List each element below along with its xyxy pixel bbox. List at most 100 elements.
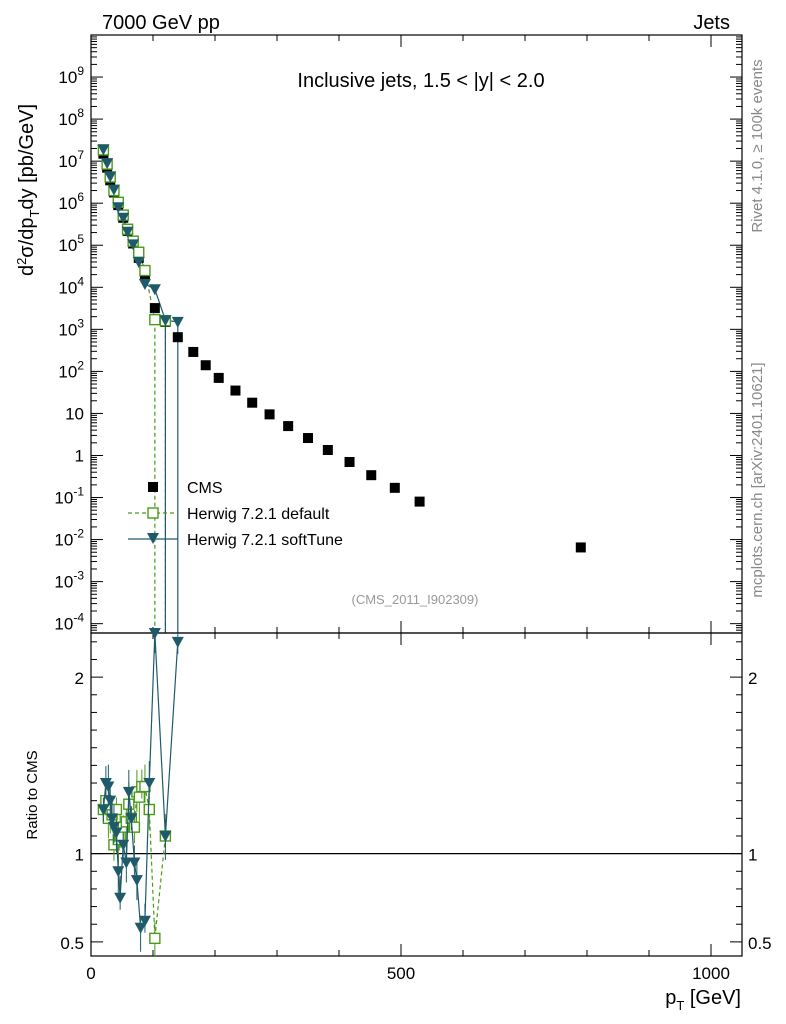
legend: CMS Herwig 7.2.1 default Herwig 7.2.1 so… [128,480,343,549]
main-y-tick-label: 108 [58,106,84,129]
ratio-point-s1-8 [114,892,127,904]
main-y-tick-label: 1 [75,446,84,465]
ratio-data-marks [97,628,184,956]
main-point-s2-11 [159,315,172,327]
main-point-s0-25 [414,496,425,507]
main-x-ticks [90,35,712,633]
main-point-s0-23 [366,470,377,481]
ratio-point-s1-16 [138,915,151,927]
main-panel: 10-4 10-3 10-2 10-1 1 10 102 103 104 105 106 107 108… [14,34,743,634]
legend-cms-label: CMS [187,480,223,497]
main-y-tick-label: 109 [58,64,84,87]
ratio-point-s1-14 [130,875,143,887]
main-point-s0-20 [303,433,313,444]
ratio-point-s1-11 [122,786,135,798]
ratio-point-s1-10 [120,857,133,869]
ratio-point-s1-0 [97,804,110,816]
ratio-y-tick-label-right: 2 [748,669,757,688]
main-point-s0-12 [172,332,183,343]
main-point-s2-3 [107,184,120,196]
legend-cms-marker [148,482,158,492]
main-y-ticks: 10-4 10-3 10-2 10-1 1 10 102 103 104 105 106 107 108… [54,34,742,634]
main-point-s2-6 [121,226,134,238]
ratio-point-s1-19 [159,830,172,842]
ratio-x-ticks: 0 500 1000 [86,633,730,983]
ratio-point-s1-3 [104,795,117,807]
main-y-tick-label: 10-2 [54,527,84,550]
mcplots-label: mcplots.cern.ch [arXiv:2401.10621] [749,362,766,597]
ratio-point-s1-20 [171,636,184,648]
ratio-point-s1-12 [125,813,138,825]
legend-entry-herwig-default: Herwig 7.2.1 default [128,506,330,523]
ratio-y-tick-label: 2 [75,669,84,688]
ratio-point-s0-18 [143,803,155,816]
main-point-s0-17 [247,397,258,408]
ratio-panel-frame [90,632,743,957]
header-category-label: Jets [693,12,730,34]
main-y-tick-label: 105 [58,232,84,255]
main-point-s2-7 [127,239,140,251]
ratio-y-ticks: 0.5 0.5 1 1 2 2 [60,641,772,953]
main-point-s0-15 [213,372,224,383]
ratio-point-s1-15 [134,922,147,934]
ratio-point-s1-9 [117,839,130,851]
ratio-point-s1-18 [148,628,161,639]
main-y-tick-label: 107 [58,148,84,171]
main-point-s2-10 [148,284,161,296]
main-point-s1-8 [133,246,145,258]
main-point-s2-4 [112,202,125,214]
ratio-point-s0-19 [149,932,161,945]
main-point-s0-19 [283,421,294,432]
main-y-tick-label: 102 [58,358,84,381]
ratio-point-s1-7 [112,866,125,878]
ratio-point-s0-13 [128,821,141,833]
main-point-s2-8 [132,256,145,268]
main-point-s2-5 [117,212,130,224]
ratio-point-s0-15 [133,791,146,803]
main-y-tick-label: 10-3 [54,569,84,592]
legend-default-label: Herwig 7.2.1 default [187,506,330,523]
ratio-y-tick-label: 1 [75,846,84,865]
header-beam-label: 7000 GeV pp [102,12,220,34]
x-axis-label: pT [GeV] [665,987,741,1013]
main-point-s2-9 [138,278,151,290]
main-y-tick-label: 10 [65,404,84,423]
main-point-s0-26 [575,542,586,553]
legend-softtune-marker [147,533,159,544]
x-tick-label: 0 [86,964,95,983]
analysis-label: (CMS_2011_I902309) [352,592,479,607]
x-tick-label: 1000 [692,964,730,983]
main-point-s1-10 [149,313,161,326]
main-y-tick-label: 103 [58,316,84,339]
main-point-s2-12 [171,316,184,328]
main-point-s2-1 [101,158,114,170]
plot-title: Inclusive jets, 1.5 < |y| < 2.0 [297,70,544,92]
main-point-s0-22 [344,456,355,467]
main-point-s0-24 [389,482,400,493]
main-point-s0-10 [149,303,160,314]
ratio-point-s1-2 [102,781,115,793]
ratio-y-tick-label-right: 0.5 [748,934,772,953]
ratio-y-tick-label: 0.5 [60,934,84,953]
legend-softtune-label: Herwig 7.2.1 softTune [187,532,343,549]
main-point-s0-16 [230,385,241,396]
main-point-s1-9 [139,264,151,277]
main-y-tick-label: 10-1 [54,485,84,508]
main-y-tick-label: 10-4 [54,611,84,634]
ratio-point-s0-6 [110,803,123,816]
main-y-axis-label: d2σ/dpTdy [pb/GeV] [14,104,42,276]
ratio-y-tick-label-right: 1 [748,846,757,865]
x-tick-label: 500 [387,964,415,983]
ratio-point-s1-17 [143,778,156,790]
ratio-point-s1-6 [110,827,123,839]
main-data-marks [97,144,586,633]
main-point-s0-14 [200,360,211,371]
ratio-y-axis-label: Ratio to CMS [24,750,41,839]
main-point-s2-0 [97,144,110,156]
ratio-panel: 0.5 0.5 1 1 2 2 0 500 1000 Ratio to CMS pT [GeV… [24,628,772,1013]
legend-default-marker [147,507,159,519]
main-point-s0-13 [188,346,199,357]
main-point-s2-2 [104,171,117,183]
ratio-point-s1-13 [128,857,141,869]
